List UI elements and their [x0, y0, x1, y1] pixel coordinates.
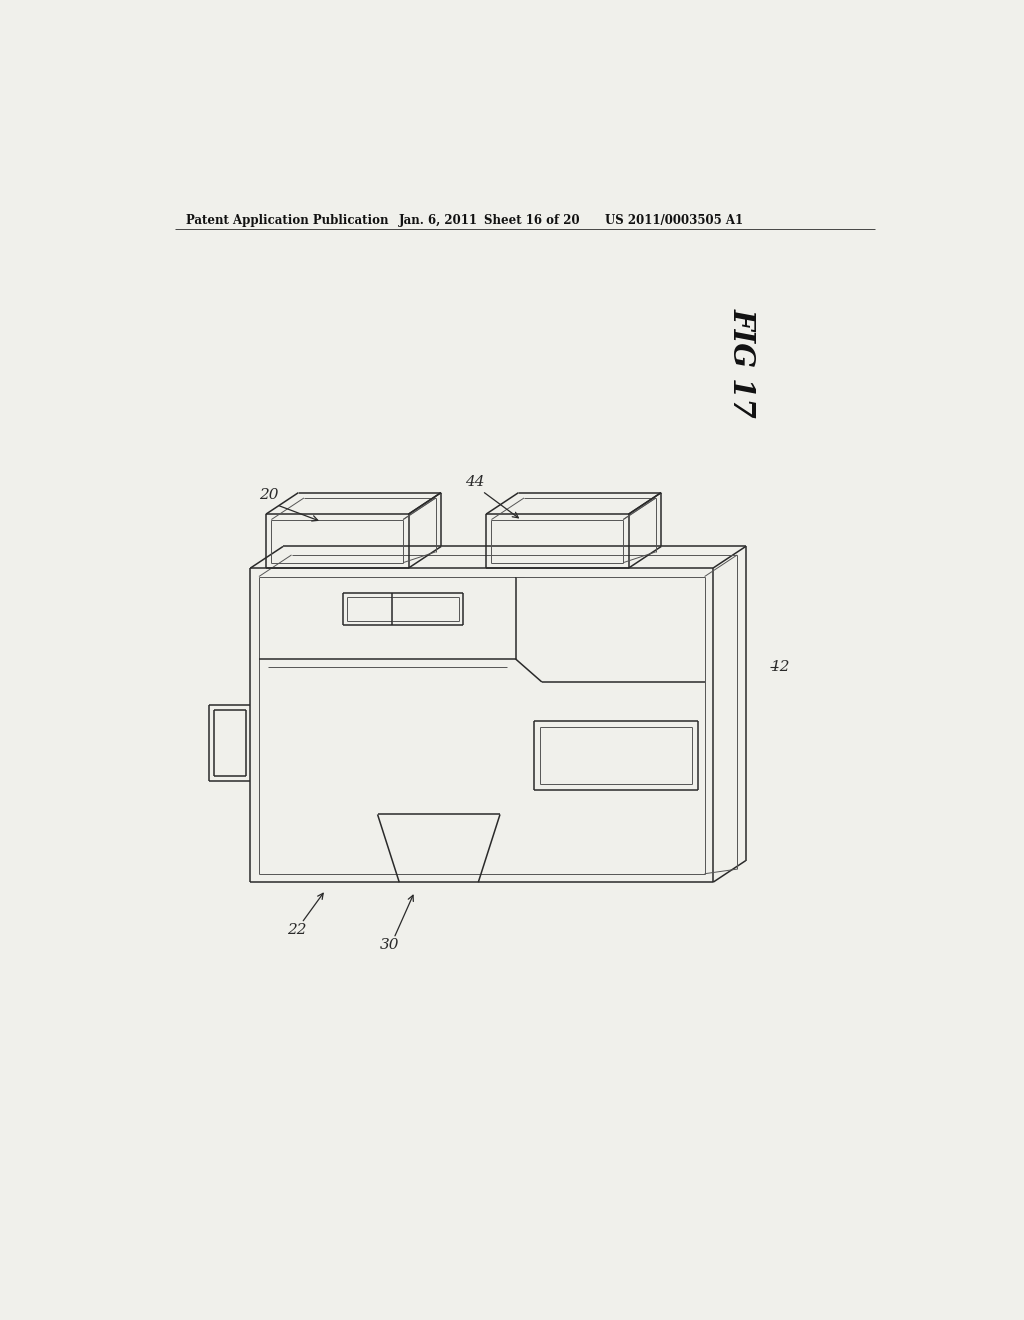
Text: 20: 20	[259, 488, 279, 502]
Text: FIG 17: FIG 17	[728, 308, 757, 417]
Text: 12: 12	[771, 660, 791, 673]
Text: Jan. 6, 2011: Jan. 6, 2011	[399, 214, 478, 227]
Text: Sheet 16 of 20: Sheet 16 of 20	[484, 214, 581, 227]
Text: 22: 22	[287, 923, 307, 937]
Text: 44: 44	[466, 475, 485, 488]
Text: US 2011/0003505 A1: US 2011/0003505 A1	[604, 214, 742, 227]
Text: 30: 30	[380, 939, 399, 952]
Text: Patent Application Publication: Patent Application Publication	[186, 214, 389, 227]
